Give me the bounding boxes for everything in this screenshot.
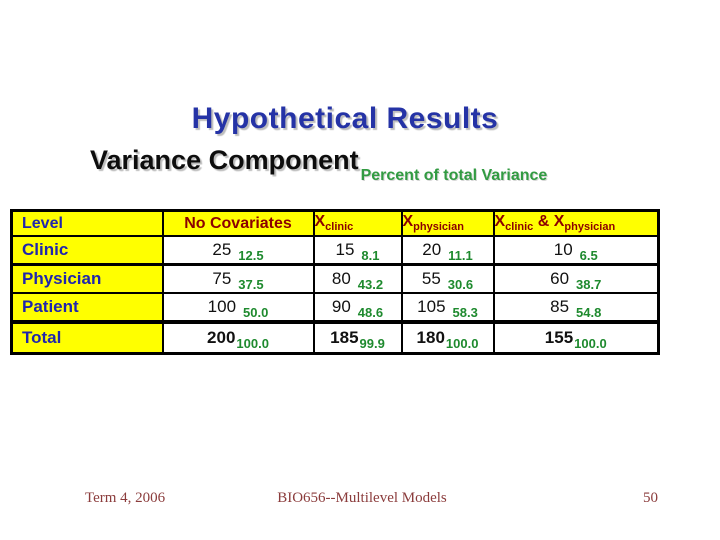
cell-patient-x-physician: 105 58.3 <box>400 292 495 324</box>
column-header-level: Level <box>10 209 164 237</box>
variance-value: 20 <box>422 240 442 259</box>
x-symbol: X <box>553 213 565 231</box>
cell-clinic-x-clinic: 15 8.1 <box>312 235 403 266</box>
slide-title: Hypothetical Results <box>191 102 499 135</box>
percent-value: 8.1 <box>361 248 380 263</box>
percent-value: 100.0 <box>445 336 479 351</box>
variance-value: 90 <box>331 297 351 316</box>
percent-value: 100.0 <box>574 336 607 351</box>
footer-course-title: BIO656--Multilevel Models <box>277 490 447 506</box>
x-symbol: X <box>314 213 326 231</box>
percent-value: 30.6 <box>447 277 474 292</box>
row-label-total: Total <box>10 321 164 355</box>
variance-value: 200 <box>207 328 236 347</box>
variance-value: 60 <box>550 269 570 288</box>
variance-value: 105 <box>417 297 446 316</box>
percent-value: 100.0 <box>236 336 269 351</box>
cell-physician-no-covariates: 75 37.5 <box>161 263 315 294</box>
percent-value: 37.5 <box>238 277 264 292</box>
subtitle-annotation: Percent of total Variance <box>360 167 548 184</box>
variance-components-table: Level No Covariates Xclinic Xphysician X… <box>10 209 660 355</box>
table-row-patient: Patient 100 50.0 90 48.6 105 58.3 85 54.8 <box>10 292 660 324</box>
table-row-total: Total 200100.0 18599.9 180100.0 155100.0 <box>10 321 660 355</box>
variance-value: 15 <box>335 240 355 259</box>
table-header-row: Level No Covariates Xclinic Xphysician X… <box>10 209 660 237</box>
row-label-clinic: Clinic <box>10 235 164 266</box>
percent-value: 38.7 <box>576 277 602 292</box>
percent-value: 43.2 <box>357 277 384 292</box>
row-label-patient: Patient <box>10 292 164 324</box>
cell-total-x-both: 155100.0 <box>492 321 660 355</box>
subtitle-main: Variance Component <box>90 145 359 175</box>
x-symbol: X <box>494 213 506 231</box>
subtitle: Variance ComponentPercent of total Varia… <box>90 145 547 185</box>
cell-patient-x-clinic: 90 48.6 <box>312 292 403 324</box>
variance-value: 180 <box>416 328 445 347</box>
variance-value: 185 <box>330 328 359 347</box>
table-row-clinic: Clinic 25 12.5 15 8.1 20 11.1 10 6.5 <box>10 235 660 266</box>
percent-value: 11.1 <box>448 248 473 263</box>
percent-value: 99.9 <box>359 336 385 351</box>
subscript-clinic: clinic <box>325 221 354 234</box>
variance-value: 85 <box>550 297 570 316</box>
subscript-physician: physician <box>413 221 464 234</box>
percent-value: 12.5 <box>238 248 264 263</box>
cell-physician-x-physician: 55 30.6 <box>400 263 495 294</box>
ampersand-separator: & <box>533 213 554 231</box>
table-row-physician: Physician 75 37.5 80 43.2 55 30.6 60 38.7 <box>10 263 660 294</box>
percent-value: 6.5 <box>579 248 598 263</box>
row-label-physician: Physician <box>10 263 164 294</box>
variance-value: 155 <box>544 328 574 347</box>
cell-clinic-no-covariates: 25 12.5 <box>161 235 315 266</box>
x-symbol: X <box>402 213 414 231</box>
subscript-clinic: clinic <box>505 221 534 234</box>
variance-value: 80 <box>331 269 351 288</box>
percent-value: 48.6 <box>357 305 384 320</box>
column-header-x-clinic: Xclinic <box>312 209 403 237</box>
cell-physician-x-clinic: 80 43.2 <box>312 263 403 294</box>
cell-physician-x-both: 60 38.7 <box>492 263 660 294</box>
footer-page-number: 50 <box>643 490 658 506</box>
cell-clinic-x-physician: 20 11.1 <box>400 235 495 266</box>
variance-value: 55 <box>421 269 441 288</box>
variance-value: 75 <box>212 269 232 288</box>
percent-value: 54.8 <box>576 305 602 320</box>
cell-clinic-x-both: 10 6.5 <box>492 235 660 266</box>
variance-value: 100 <box>207 297 237 316</box>
subscript-physician: physician <box>564 221 616 234</box>
column-header-x-clinic-and-x-physician: Xclinic & Xphysician <box>492 209 660 237</box>
column-header-x-physician: Xphysician <box>400 209 495 237</box>
percent-value: 50.0 <box>243 305 269 320</box>
cell-total-no-covariates: 200100.0 <box>161 321 315 355</box>
cell-total-x-physician: 180100.0 <box>400 321 495 355</box>
variance-value: 10 <box>553 240 573 259</box>
cell-patient-no-covariates: 100 50.0 <box>161 292 315 324</box>
cell-total-x-clinic: 18599.9 <box>312 321 403 355</box>
column-header-no-covariates: No Covariates <box>161 209 315 237</box>
variance-value: 25 <box>212 240 232 259</box>
cell-patient-x-both: 85 54.8 <box>492 292 660 324</box>
footer-term: Term 4, 2006 <box>85 490 166 506</box>
percent-value: 58.3 <box>452 305 478 320</box>
